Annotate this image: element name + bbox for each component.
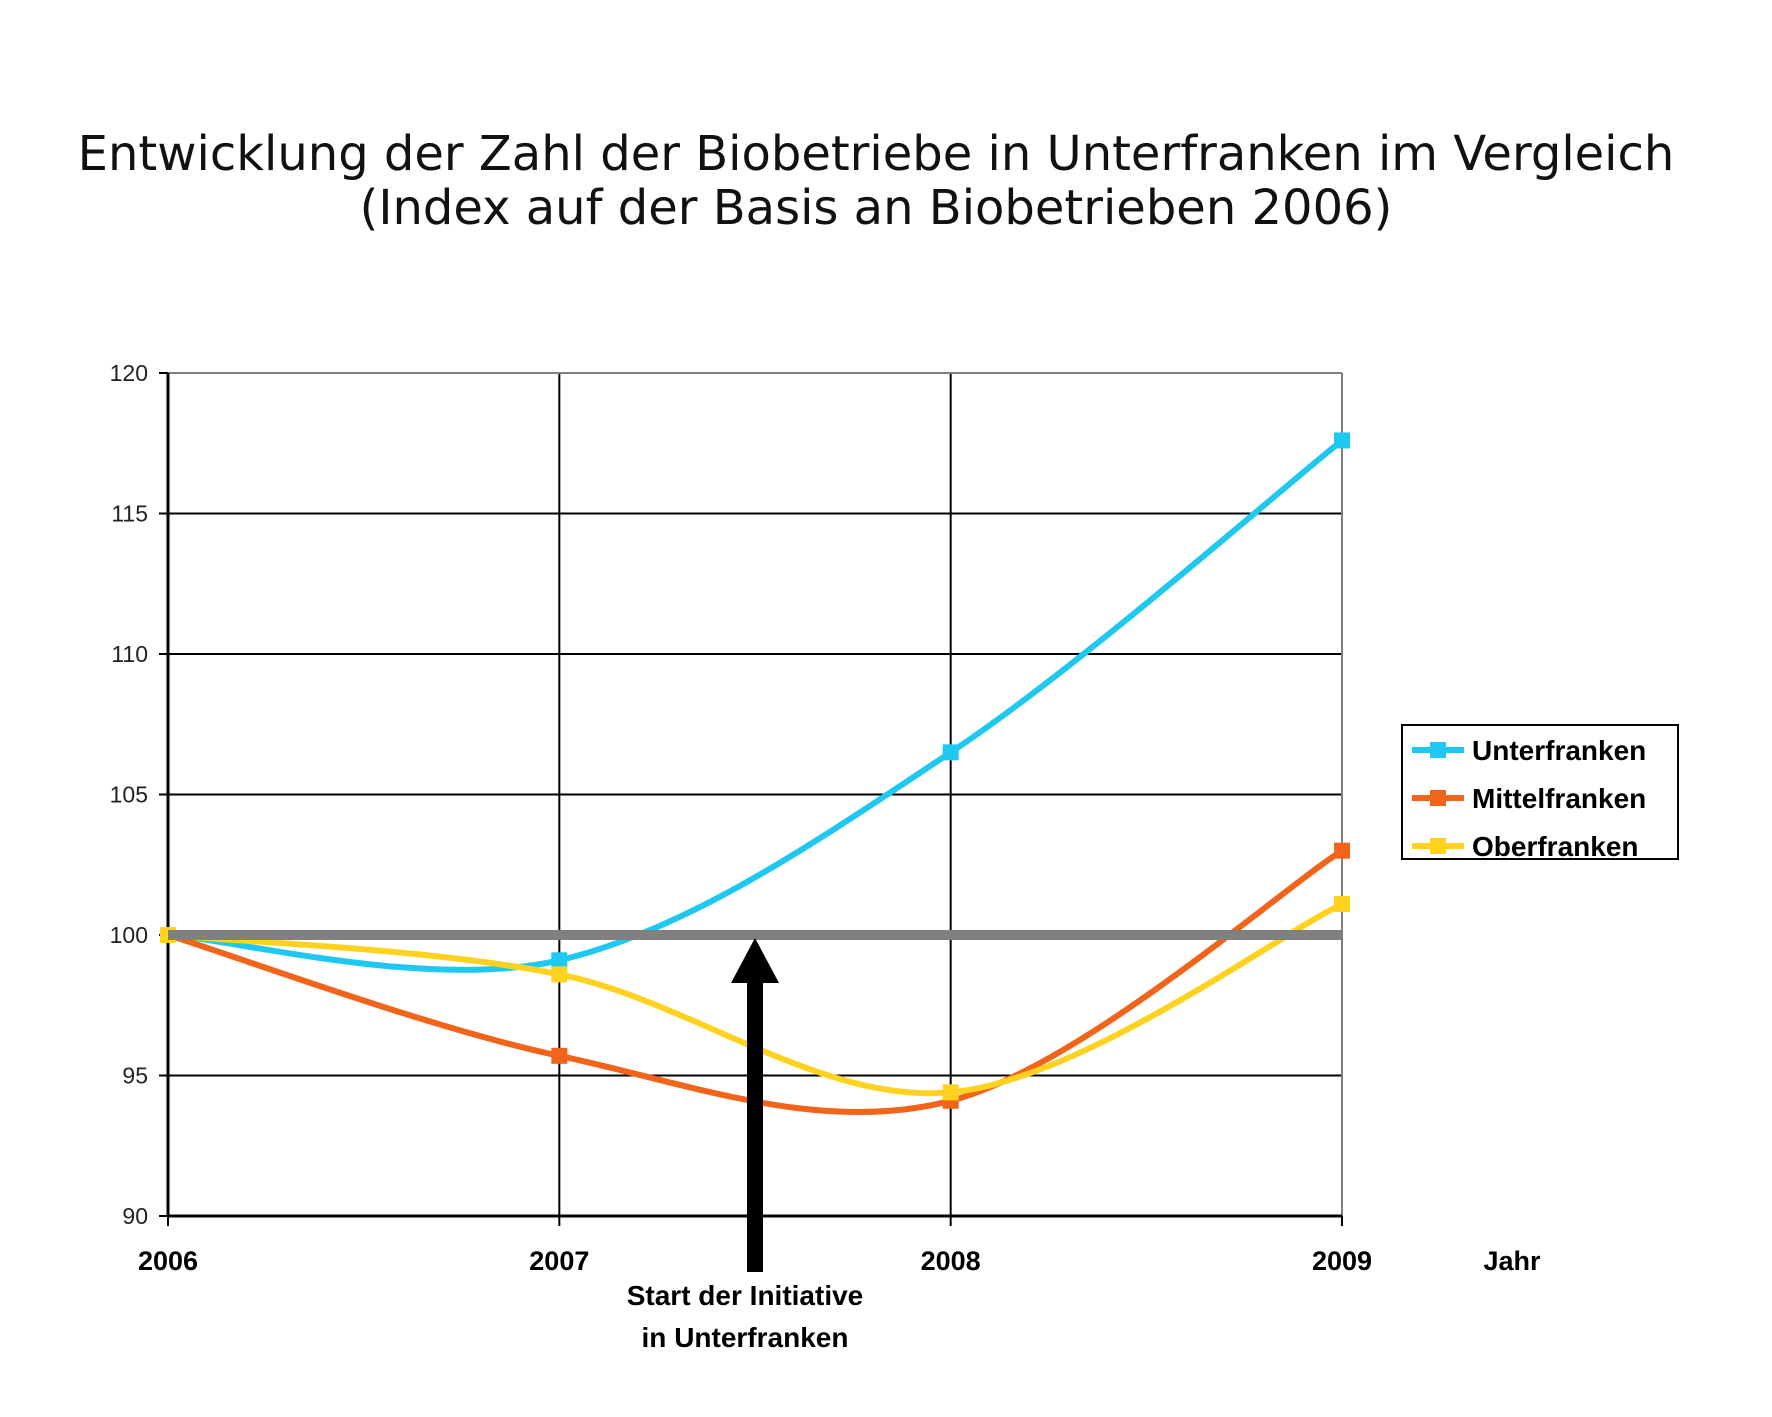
- x-tick-label-2008: 2008: [921, 1246, 981, 1276]
- y-tick-label-120: 120: [110, 360, 148, 386]
- point-oberfranken-2008: [942, 1084, 959, 1101]
- series-line-unterfranken: [165, 437, 1345, 973]
- point-mittelfranken-2007: [551, 1047, 568, 1064]
- legend-swatch-marker-oberfranken: [1430, 838, 1446, 854]
- x-axis-label: Jahr: [1483, 1246, 1541, 1276]
- y-tick-label-110: 110: [111, 641, 148, 667]
- annotation-text-line1: Start der Initiative: [627, 1280, 864, 1311]
- point-mittelfranken-2009: [1334, 842, 1350, 859]
- annotation-arrow: [731, 938, 779, 1272]
- x-axis-ticks: 2006 2007 2008 2009: [138, 1216, 1372, 1276]
- point-unterfranken-2008: [942, 744, 959, 761]
- y-tick-label-90: 90: [122, 1203, 148, 1229]
- point-unterfranken-2007: [551, 952, 568, 969]
- y-tick-label-95: 95: [122, 1063, 148, 1089]
- legend-label-unterfranken: Unterfranken: [1472, 735, 1646, 766]
- point-unterfranken-2009: [1334, 432, 1350, 449]
- y-tick-label-100: 100: [110, 922, 148, 948]
- legend-label-oberfranken: Oberfranken: [1472, 831, 1639, 862]
- legend-swatch-marker-unterfranken: [1430, 742, 1446, 758]
- point-oberfranken-2007: [551, 966, 568, 983]
- chart-title: Entwicklung der Zahl der Biobetriebe in …: [78, 126, 1675, 182]
- series-line-mittelfranken: [165, 847, 1345, 1116]
- point-oberfranken-2009: [1334, 896, 1350, 913]
- annotation-text-line2: in Unterfranken: [642, 1322, 849, 1353]
- y-tick-label-115: 115: [111, 501, 148, 527]
- series-line-oberfranken: [165, 901, 1345, 1097]
- x-tick-label-2007: 2007: [529, 1246, 589, 1276]
- legend: Unterfranken Mittelfranken Oberfranken: [1401, 724, 1679, 862]
- x-tick-label-2006: 2006: [138, 1246, 198, 1276]
- legend-swatch-marker-mittelfranken: [1430, 790, 1446, 806]
- arrow-shaft: [747, 977, 763, 1272]
- arrow-head: [731, 938, 779, 983]
- x-tick-label-2009: 2009: [1312, 1246, 1372, 1276]
- y-tick-label-105: 105: [110, 782, 148, 808]
- chart-subtitle: (Index auf der Basis an Biobetrieben 200…: [360, 180, 1393, 236]
- legend-label-mittelfranken: Mittelfranken: [1472, 783, 1646, 814]
- y-axis-ticks: 90 95 100 105 110 115 120: [110, 360, 168, 1229]
